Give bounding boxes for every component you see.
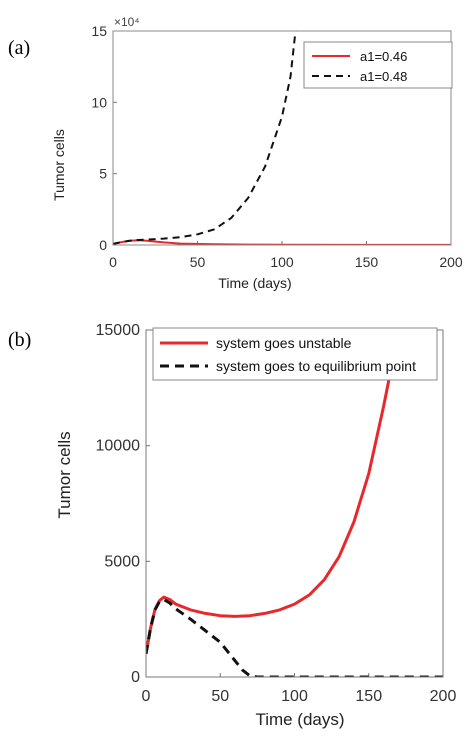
panel-a-x-tick-label: 50 [190,254,206,270]
panel-b-x-tick-label: 0 [142,688,151,705]
panel-a-x-tick-label: 150 [355,254,379,270]
panel-a-y-tick-label: 0 [99,237,107,253]
panel-a-legend-box [303,41,453,89]
panel-a-x-tick-label: 0 [109,254,117,270]
panel-b-y-axis-label: Tumor cells [55,431,74,518]
panel-a-y-tick-label: 15 [91,23,107,39]
panel-b-y-tick-label: 5000 [104,553,140,570]
panel-b-x-tick-label: 200 [430,688,457,705]
panel-a-scale-label: ×10⁴ [114,15,140,29]
panel-b-series-line-1 [146,330,400,655]
panel-b-y-tick-label: 10000 [96,438,141,455]
panel-b-label: (b) [8,329,31,351]
panel-a-x-axis-label: Time (days) [218,275,291,291]
panel-a-label: (a) [8,37,30,59]
panel-b-y-tick-label: 15000 [96,322,141,339]
panel-b-x-axis-label: Time (days) [255,710,344,729]
panel-a-y-tick-label: 5 [99,166,107,182]
panel-a-legend-label-1: a1=0.46 [360,49,407,64]
panel-b-x-tick-label: 100 [281,688,308,705]
panel-b-ticks: 0 50 100 150 200 0 5000 10000 15000 [96,322,457,705]
panel-a-legend: a1=0.46 a1=0.48 [303,41,453,89]
panel-b-legend-box [152,327,438,381]
panel-b-legend-label-1: system goes unstable [216,335,352,351]
panel-b-legend-label-2: system goes to equilibrium point [216,358,416,374]
panel-a-legend-label-2: a1=0.48 [360,69,407,84]
panel-b-x-tick-label: 50 [211,688,229,705]
panel-b-y-tick-label: 0 [131,669,140,686]
panel-a-y-axis-label: Tumor cells [51,129,67,201]
panel-a-x-tick-label: 200 [439,254,463,270]
panel-a-series-line-2 [113,31,297,245]
panel-b-x-tick-label: 150 [355,688,382,705]
panel-b: (b) 0 50 100 150 200 0 5000 10000 15000 Tumor ce… [8,322,456,729]
panel-a-y-tick-label: 10 [91,94,107,110]
panel-a-axes-box [112,30,452,246]
panel-b-legend: system goes unstable system goes to equi… [152,327,438,381]
panel-a-x-tick-label: 100 [270,254,294,270]
panel-b-axes-box [145,329,444,678]
panel-b-series [146,330,443,677]
